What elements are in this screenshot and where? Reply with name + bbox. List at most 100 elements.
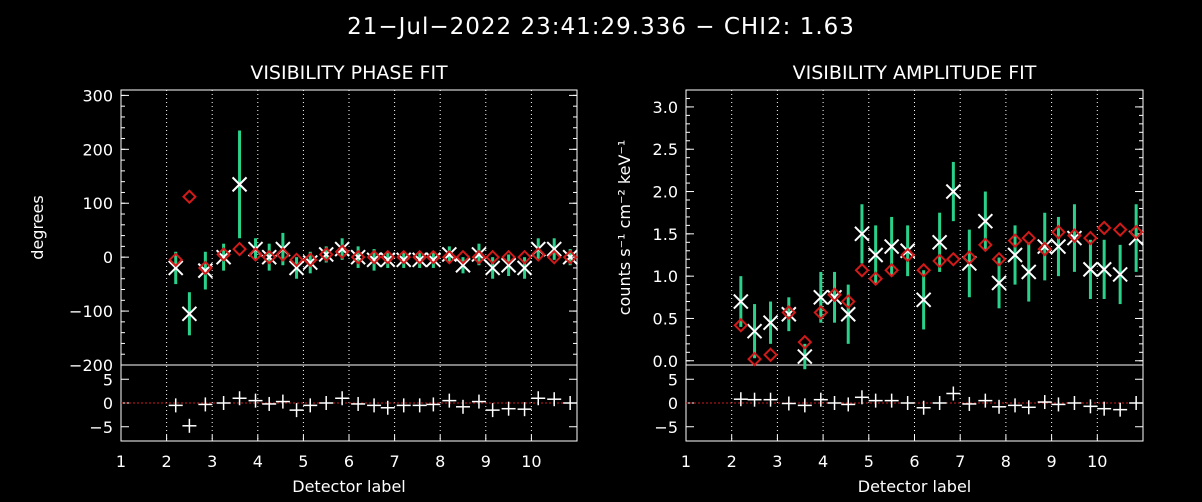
observed-point-stroke xyxy=(813,289,829,306)
x-tick-label: 2 xyxy=(162,452,172,471)
x-tick-label: 8 xyxy=(1001,452,1011,471)
model-point xyxy=(562,249,578,265)
residual-point xyxy=(1021,400,1036,415)
x-tick-label: 3 xyxy=(207,452,217,471)
residual-y-tick-label: −5 xyxy=(654,418,678,437)
x-axis-label: Detector label xyxy=(858,477,972,496)
observed-point xyxy=(746,323,763,339)
model-point xyxy=(197,260,213,276)
residual-point xyxy=(797,398,812,413)
y-tick-label: −100 xyxy=(69,302,113,321)
residual-point xyxy=(471,394,486,409)
x-tick-label: 5 xyxy=(864,452,874,471)
residual-point xyxy=(351,396,366,411)
residual-point xyxy=(275,394,290,409)
observed-point xyxy=(181,306,198,322)
observed-point-stroke xyxy=(455,257,471,273)
residual-point xyxy=(1083,399,1098,414)
model-point xyxy=(334,244,350,260)
model-point xyxy=(747,351,762,367)
observed-point-stroke xyxy=(484,260,501,276)
model-point xyxy=(380,249,396,265)
model-point xyxy=(781,305,797,320)
main-title: 21−Jul−2022 23:41:29.336 − CHI2: 1.63 xyxy=(347,14,855,40)
model-point xyxy=(1112,222,1128,238)
residual-y-tick-label: 0 xyxy=(668,394,678,413)
residual-point xyxy=(868,393,883,408)
residual-y-tick-label: 0 xyxy=(103,394,113,413)
model-point xyxy=(1067,228,1082,243)
y-tick-label: 0.5 xyxy=(653,309,678,328)
residual-point xyxy=(319,396,334,410)
x-tick-label: 7 xyxy=(390,452,400,471)
residual-point xyxy=(232,391,247,406)
x-tick-label: 7 xyxy=(955,452,965,471)
residual-point xyxy=(412,398,427,413)
observed-point-stroke xyxy=(762,314,779,331)
observed-point xyxy=(931,234,948,251)
observed-point xyxy=(915,292,932,308)
model-point xyxy=(216,247,232,262)
residual-point xyxy=(946,386,961,401)
panel-title: VISIBILITY AMPLITUDE FIT xyxy=(793,62,1037,84)
residual-point xyxy=(198,397,213,412)
residual-point xyxy=(900,396,915,410)
model-point xyxy=(840,294,856,309)
model-point xyxy=(425,249,441,265)
y-tick-label: 0 xyxy=(103,248,113,267)
residual-point xyxy=(531,391,546,406)
x-tick-label: 1 xyxy=(116,452,126,471)
y-axis-label: degrees xyxy=(28,195,47,259)
residual-point xyxy=(563,396,578,410)
model-point xyxy=(471,249,487,265)
model-point xyxy=(763,347,778,363)
model-point xyxy=(485,249,501,265)
observed-point-stroke xyxy=(945,183,962,200)
observed-point-stroke xyxy=(733,293,749,310)
observed-point-stroke xyxy=(546,241,562,257)
observed-point-stroke xyxy=(350,249,366,265)
observed-point xyxy=(231,176,248,193)
observed-point-stroke xyxy=(1021,264,1037,280)
observed-point-stroke xyxy=(318,246,334,263)
observed-point xyxy=(484,260,501,276)
observed-point xyxy=(991,275,1007,291)
observed-point xyxy=(813,289,829,306)
residual-point xyxy=(1051,397,1066,412)
model-point xyxy=(1007,233,1023,249)
residual-point xyxy=(396,398,411,413)
observed-point xyxy=(977,213,994,229)
observed-point xyxy=(945,183,962,200)
x-tick-label: 9 xyxy=(1047,452,1057,471)
model-point xyxy=(900,247,916,263)
y-tick-label: 3.0 xyxy=(653,98,678,117)
model-point xyxy=(455,249,471,265)
observed-point xyxy=(867,247,884,263)
observed-point-stroke xyxy=(500,257,517,273)
residual-point xyxy=(216,396,231,410)
residual-point xyxy=(962,396,977,411)
model-point xyxy=(412,249,428,265)
residual-point xyxy=(1097,401,1112,416)
observed-point-stroke xyxy=(1082,261,1099,278)
model-point xyxy=(884,262,900,278)
model-point xyxy=(289,252,304,268)
panel-title: VISIBILITY PHASE FIT xyxy=(250,62,448,84)
model-point xyxy=(1051,224,1066,240)
observed-point xyxy=(1082,261,1099,278)
observed-point xyxy=(840,306,856,322)
observed-point-stroke xyxy=(883,238,900,255)
observed-point-stroke xyxy=(867,247,884,263)
model-point xyxy=(854,262,870,278)
x-tick-label: 2 xyxy=(727,452,737,471)
residual-point xyxy=(1113,402,1128,417)
model-point xyxy=(797,334,813,350)
y-tick-label: 100 xyxy=(82,194,113,213)
residual-point xyxy=(916,400,931,415)
y-tick-label: 1.0 xyxy=(653,267,678,286)
y-tick-label: −200 xyxy=(69,356,113,375)
observed-point xyxy=(261,249,277,265)
observed-point xyxy=(781,306,797,322)
observed-point xyxy=(1112,266,1128,283)
